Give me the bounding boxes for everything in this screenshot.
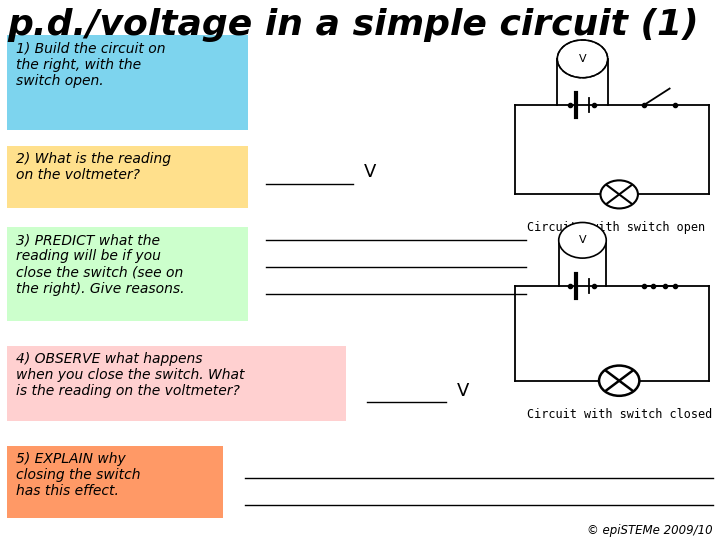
Text: 3) PREDICT what the
reading will be if you
close the switch (see on
the right). : 3) PREDICT what the reading will be if y… [16,233,184,296]
FancyBboxPatch shape [7,146,248,208]
Text: 1) Build the circuit on
the right, with the
switch open.: 1) Build the circuit on the right, with … [16,42,166,88]
Text: V: V [579,235,586,245]
Text: p.d./voltage in a simple circuit (1): p.d./voltage in a simple circuit (1) [7,8,699,42]
Text: V: V [457,382,469,400]
Circle shape [600,180,638,208]
Text: Circuit with switch closed: Circuit with switch closed [526,408,712,421]
FancyBboxPatch shape [7,35,248,130]
FancyBboxPatch shape [7,446,223,518]
FancyBboxPatch shape [7,346,346,421]
Text: 5) EXPLAIN why
closing the switch
has this effect.: 5) EXPLAIN why closing the switch has th… [16,452,140,498]
Circle shape [557,40,608,78]
Text: V: V [579,54,586,64]
Circle shape [599,366,639,396]
Text: © epiSTEMe 2009/10: © epiSTEMe 2009/10 [588,524,713,537]
Circle shape [559,222,606,258]
Text: 4) OBSERVE what happens
when you close the switch. What
is the reading on the vo: 4) OBSERVE what happens when you close t… [16,352,244,399]
FancyBboxPatch shape [7,227,248,321]
Text: 2) What is the reading
on the voltmeter?: 2) What is the reading on the voltmeter? [16,152,171,183]
Text: V: V [364,163,376,181]
Text: Circuit  with switch open: Circuit with switch open [526,221,705,234]
